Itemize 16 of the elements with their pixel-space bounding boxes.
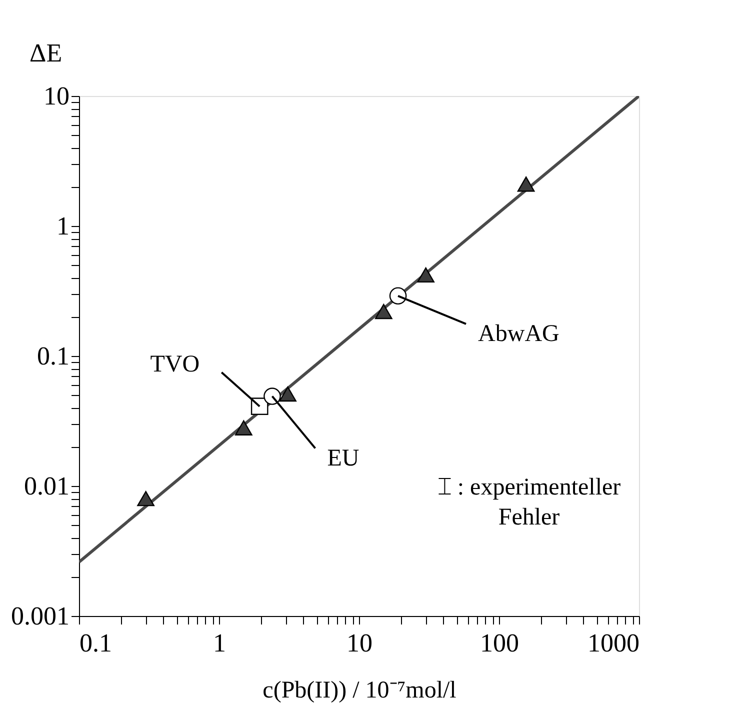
y-tick-label: 0.001 [11,602,70,630]
y-tick-label: 10 [44,82,70,110]
annotation: ⌶ : experimenteller Fehler [437,474,621,531]
x-tick-label: 1000 [588,628,640,658]
text: EU [327,445,360,472]
text: AbwAG [478,320,560,347]
text: TVO [150,351,200,378]
x-tick-label: 10 [346,628,372,658]
x-tick-label: 100 [480,628,519,658]
y-tick-label: 1 [56,212,70,240]
y-tick-label: 0.1 [37,342,70,370]
y-tick-label: 0.01 [24,472,70,500]
y-axis-title: ΔE [30,38,62,68]
x-tick-label: 1 [213,628,226,658]
x-axis-title: c(Pb(II)) / 10⁻⁷mol/l [262,678,457,704]
x-tick-label: 0.1 [80,628,112,658]
